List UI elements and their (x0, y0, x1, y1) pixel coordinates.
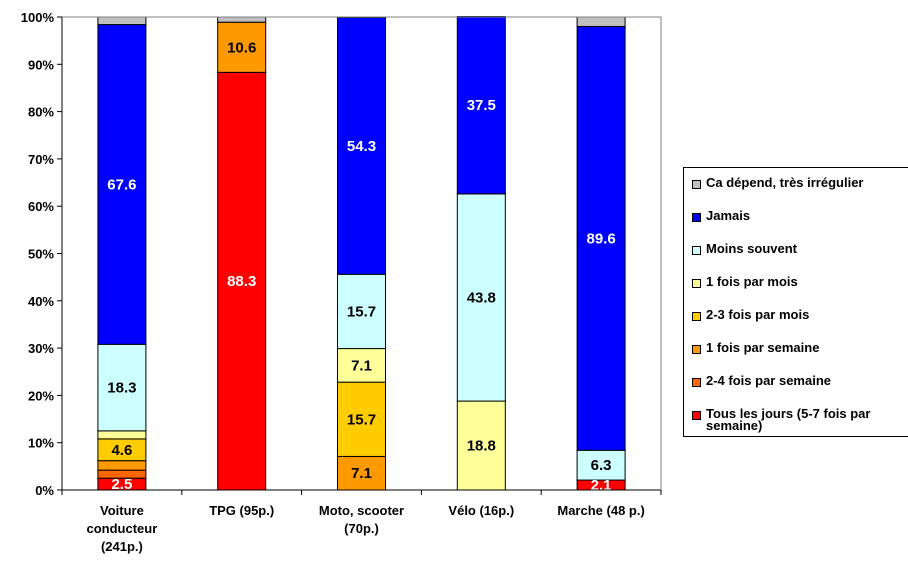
data-label: 7.1 (351, 357, 372, 374)
bar-segment (217, 71, 267, 491)
data-label: 54.3 (347, 138, 376, 155)
legend-label: Jamais (706, 208, 751, 223)
legend-item: Moins souvent (692, 241, 908, 256)
y-tick-label: 90% (28, 57, 54, 72)
legend-item: 2-3 fois par mois (692, 307, 908, 322)
bar-segment (456, 16, 506, 195)
bar-segment (217, 16, 267, 23)
y-tick-label: 80% (28, 105, 54, 120)
legend-swatch (692, 213, 701, 222)
legend-label: 2-4 fois par semaine (706, 373, 831, 388)
data-label: 7.1 (351, 465, 372, 482)
y-tick-label: 20% (28, 388, 54, 403)
bar-segment (337, 381, 386, 457)
data-label: 15.7 (347, 411, 376, 428)
bar-segment (97, 430, 147, 440)
legend-item: 1 fois par mois (692, 274, 908, 289)
data-label: 43.8 (467, 289, 496, 306)
axes-layer: 0% 10% 20% 30% 40% 50% 60% 70% 80% 90% 100% Voiture… (21, 10, 662, 554)
x-category-label: Vélo (16p.) (448, 503, 514, 518)
y-tick-label: 70% (28, 152, 54, 167)
bar-segment (576, 449, 626, 481)
data-label: 6.3 (591, 457, 612, 474)
legend-item: Tous les jours (5-7 fois par semaine) (692, 406, 908, 433)
x-category-label: Marche (48 p.) (557, 503, 644, 518)
data-label: 15.7 (347, 303, 376, 320)
bar-segment (337, 455, 386, 491)
data-label: 2.5 (111, 476, 132, 493)
bar-segment (576, 25, 626, 451)
bar-segment (217, 21, 267, 73)
legend: Ca dépend, très irrégulier Jamais Moins so… (683, 167, 908, 437)
legend-swatch (692, 180, 701, 189)
bar-segment (456, 193, 506, 402)
y-tick-label: 60% (28, 199, 54, 214)
legend-swatch (692, 411, 701, 420)
y-tick-label: 40% (28, 294, 54, 309)
data-label: 2.1 (591, 477, 612, 494)
legend-swatch (692, 345, 701, 354)
bars-layer (97, 16, 626, 491)
bar-segment (337, 273, 386, 350)
legend-label: Tous les jours (5-7 fois par semaine) (706, 406, 871, 433)
data-label: 67.6 (107, 176, 136, 193)
bar-segment (97, 24, 147, 345)
legend-label: 1 fois par mois (706, 274, 798, 289)
data-label: 10.6 (227, 39, 256, 56)
y-tick-label: 10% (28, 436, 54, 451)
y-tick-label: 50% (28, 247, 54, 262)
legend-item: Jamais (692, 208, 908, 223)
legend-swatch (692, 246, 701, 255)
bar-segment (576, 16, 626, 27)
bar-segment (97, 460, 147, 471)
legend-swatch (692, 378, 701, 387)
legend-item: 2-4 fois par semaine (692, 373, 908, 388)
legend-item: 1 fois par semaine (692, 340, 908, 355)
bar-segment (97, 16, 147, 26)
data-label: 18.8 (467, 438, 496, 455)
legend-item: Ca dépend, très irrégulier (692, 175, 908, 190)
x-category-label: TPG (95p.) (209, 503, 274, 518)
data-label: 18.3 (107, 380, 136, 397)
legend-label: Moins souvent (706, 241, 798, 256)
legend-label: 2-3 fois par mois (706, 307, 810, 322)
bar-segment (337, 348, 386, 383)
legend-label: 1 fois par semaine (706, 340, 820, 355)
x-category-label: Voiture conducteur (241p.) (87, 503, 158, 554)
data-label: 37.5 (467, 97, 496, 114)
data-label: 89.6 (586, 230, 615, 247)
bar-segment (456, 400, 506, 491)
legend-swatch (692, 312, 701, 321)
legend-swatch (692, 279, 701, 288)
y-tick-label: 30% (28, 341, 54, 356)
y-tick-label: 100% (21, 10, 55, 25)
data-label: 4.6 (111, 442, 132, 459)
data-label: 88.3 (227, 273, 256, 290)
x-category-label: Moto, scooter (70p.) (319, 503, 404, 536)
y-tick-label: 0% (35, 483, 54, 498)
bar-segment (337, 16, 386, 275)
legend-label: Ca dépend, très irrégulier (706, 175, 864, 190)
